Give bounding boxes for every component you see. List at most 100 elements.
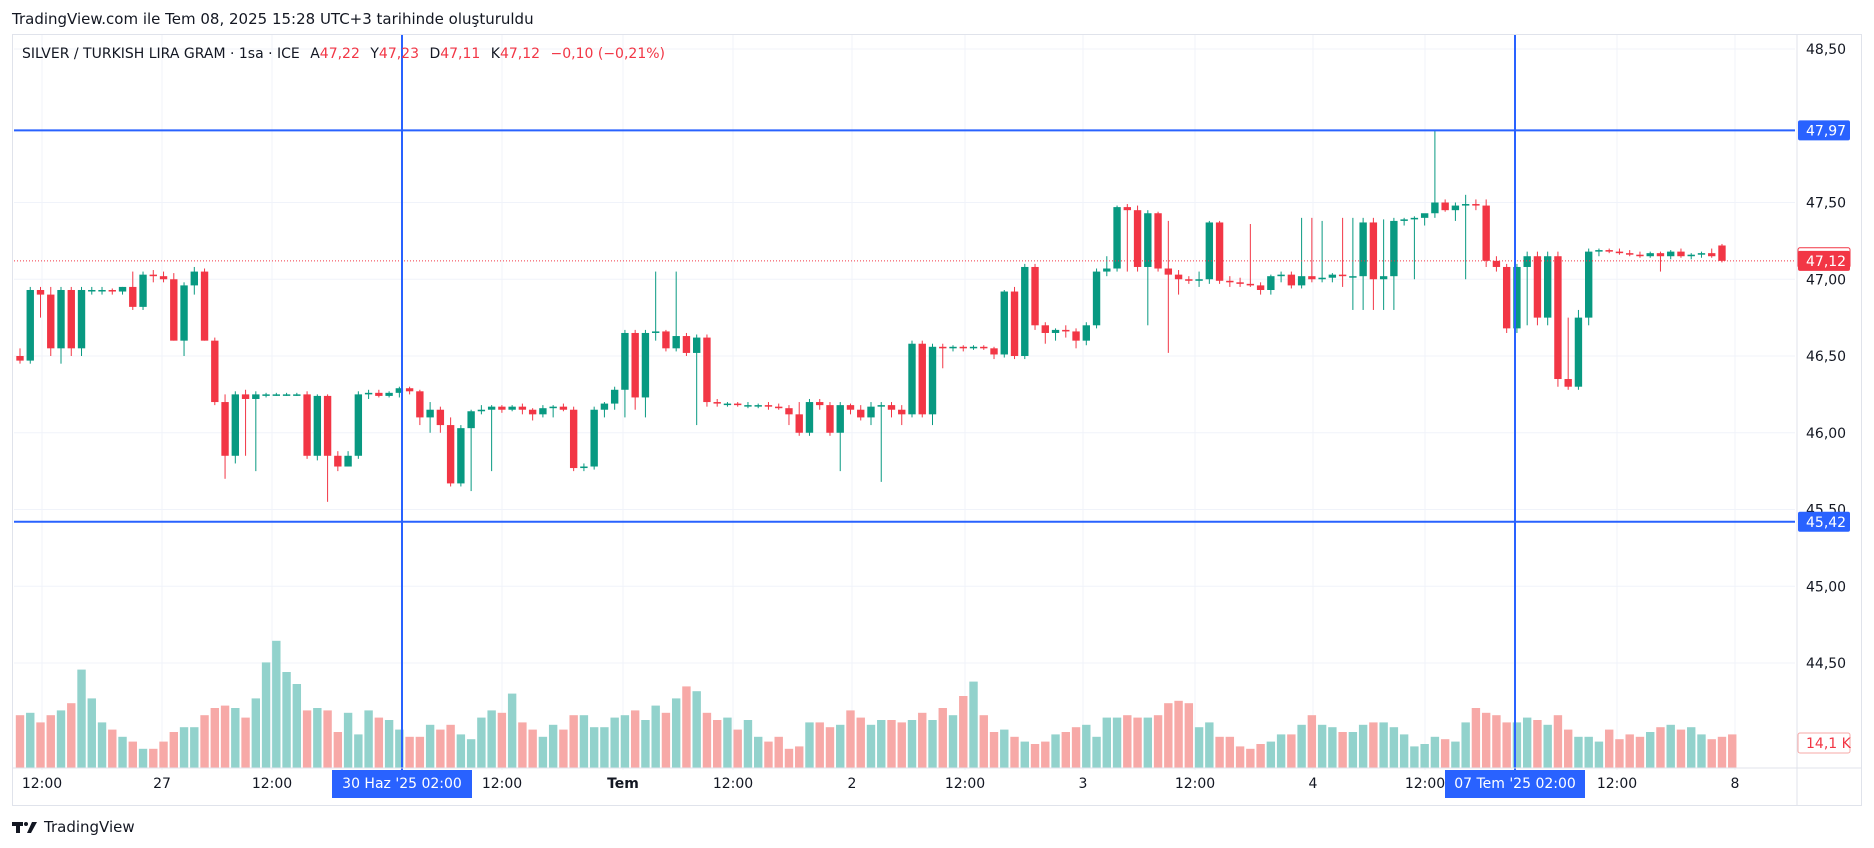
candle-body [1492,260,1501,267]
volume-bar [67,703,76,768]
candle-body [1564,379,1572,387]
candle-body [1502,266,1511,329]
candle-body [334,455,342,467]
candle-body [857,409,865,418]
volume-bar [220,705,230,768]
volume-bar [1041,741,1050,768]
candle-body [36,289,45,295]
y-tick-label: 46,00 [1806,426,1846,442]
candle-body [795,414,803,433]
volume-bar [1471,708,1481,768]
volume-bar [1020,741,1029,768]
volume-bar [1379,722,1388,768]
crosshair-date-box [332,770,472,798]
candle-body [344,455,352,467]
candle-body [1554,256,1562,380]
candle-body [631,332,639,398]
legend-close-label: K [490,46,500,62]
volume-bar [641,720,650,768]
volume-bar [559,729,568,768]
volume-bar [436,729,445,768]
candle-body [1574,317,1583,387]
candle-body [1226,280,1234,283]
volume-bar [815,722,824,768]
volume-bar [1205,722,1214,768]
x-tick-label: 12:00 [1175,776,1215,792]
volume-bar [1635,736,1645,768]
volume-bar [1728,734,1737,768]
candle-body [1164,268,1173,275]
candle-body [805,402,814,433]
candle-body [1062,329,1070,332]
volume-bar [1451,741,1460,768]
volume-bar [1030,744,1040,768]
x-tick-label: 4 [1309,776,1318,792]
volume-bar [374,717,384,768]
legend-open-value: 47,22 [319,46,360,62]
volume-bar [1287,734,1296,768]
volume-bar [805,722,814,768]
candle-body [1697,253,1706,255]
volume-bar [405,736,414,768]
candle-body [651,331,660,333]
candle-body [26,289,34,361]
volume-bar [169,732,178,768]
volume-bar [1317,724,1327,768]
chart-frame[interactable] [12,34,1862,806]
volume-bar [1399,734,1409,768]
volume-bar [1420,744,1429,768]
candle-body [1328,274,1337,278]
volume-bar [1235,746,1245,768]
candle-body [436,409,445,426]
volume-bar [1615,739,1624,768]
candle-body [88,289,96,292]
volume-bar [1481,712,1491,768]
candle-body [1718,245,1726,261]
volume-bar [1276,734,1286,768]
volume-bar [661,712,671,768]
candle-body [1031,266,1039,326]
volume-bar [959,696,968,768]
volume-bar [56,710,66,768]
candle-body [385,392,393,396]
tradingview-logo-icon [12,820,38,834]
candle-body [1174,274,1183,280]
volume-bar [128,741,137,768]
volume-bar [200,715,209,768]
candle-body [867,406,875,418]
x-tick-label: 12:00 [713,776,753,792]
volume-bar [989,732,999,768]
volume-bar [1502,722,1511,768]
candle-body [908,343,916,415]
volume-bar [282,672,291,768]
legend-open-label: A [310,46,320,62]
volume-bar [1071,727,1081,768]
volume-bar [548,724,558,768]
candle-body [1400,219,1408,221]
volume-bar [333,732,343,768]
volume-bar [1512,722,1522,768]
volume-bar [1338,732,1347,768]
candle-body [692,337,701,353]
candle-body [1451,205,1460,211]
volume-bar [210,708,220,768]
candle-body [1113,207,1121,269]
volume-bar [600,727,609,768]
volume-bar [1594,741,1604,768]
volume-bar [733,729,742,768]
candle-body [262,394,270,396]
candle-body [395,388,404,393]
volume-bar [190,727,199,768]
candle-body [498,406,506,410]
volume-bar [149,748,158,768]
candle-body [364,392,373,395]
volume-bar [948,715,958,768]
volume-bar [723,717,732,768]
branding[interactable]: TradingView [12,818,135,836]
volume-bar [466,739,476,768]
x-tick-label: 12:00 [945,776,985,792]
volume-bar [15,715,25,768]
candle-body [1584,251,1593,318]
candle-body [600,403,609,410]
